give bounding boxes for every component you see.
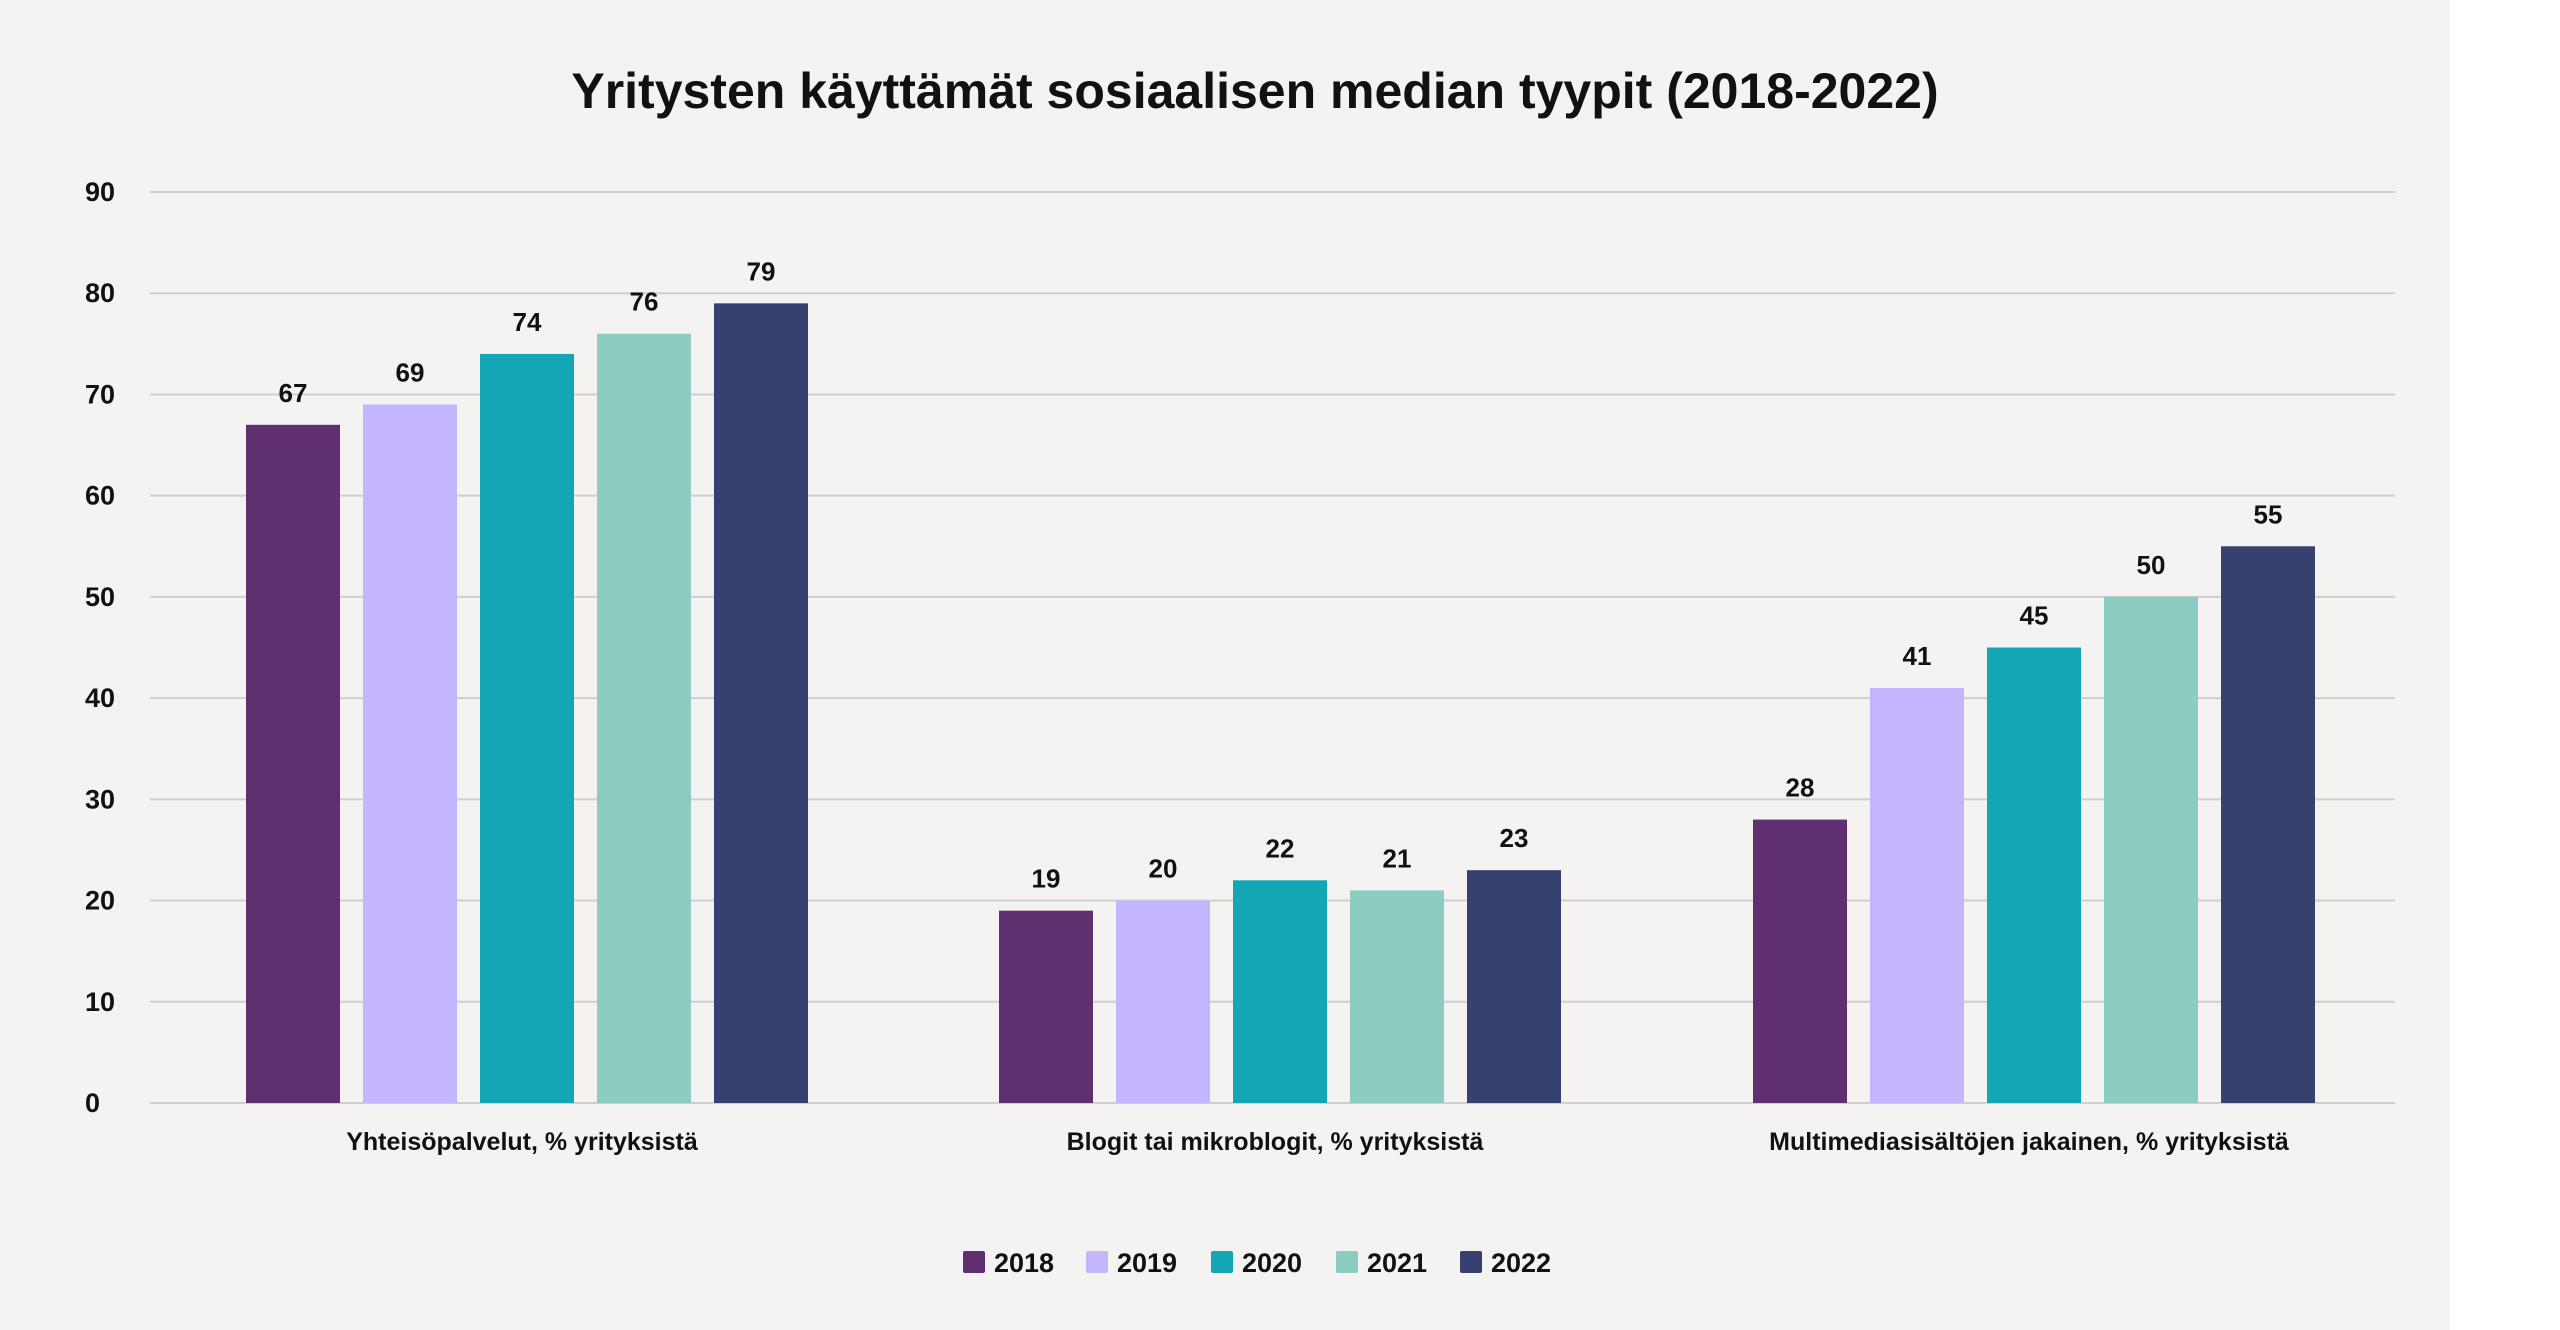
legend-label: 2018 <box>994 1248 1054 1278</box>
bar-2019 <box>363 404 457 1104</box>
chart-title: Yritysten käyttämät sosiaalisen median t… <box>571 63 1938 119</box>
bar-2018 <box>246 424 340 1103</box>
legend-label: 2021 <box>1367 1248 1427 1278</box>
legend-swatch-2019 <box>1086 1251 1108 1273</box>
data-label: 20 <box>1149 854 1178 884</box>
y-tick-label: 70 <box>85 379 115 409</box>
y-tick-label: 50 <box>85 582 115 612</box>
y-tick-label: 30 <box>85 784 115 814</box>
data-label: 69 <box>396 358 425 388</box>
chart-canvas: Yritysten käyttämät sosiaalisen median t… <box>0 0 2450 1330</box>
data-label: 21 <box>1383 843 1412 873</box>
category-labels: Yhteisöpalvelut, % yrityksistä Blogit tai… <box>346 1128 2289 1156</box>
category-label: Yhteisöpalvelut, % yrityksistä <box>346 1128 698 1156</box>
legend-label: 2022 <box>1491 1248 1551 1278</box>
bar-2020 <box>1987 647 2081 1103</box>
data-label: 23 <box>1500 823 1529 853</box>
legend: 2018 2019 2020 2021 2022 <box>963 1248 1551 1278</box>
bar-2021 <box>2104 596 2198 1103</box>
y-tick-label: 40 <box>85 683 115 713</box>
category-label: Blogit tai mikroblogit, % yrityksistä <box>1067 1128 1484 1156</box>
legend-swatch-2018 <box>963 1251 985 1273</box>
data-label: 45 <box>2020 601 2049 631</box>
y-tick-label: 10 <box>85 987 115 1017</box>
category-label: Multimediasisältöjen jakainen, % yrityks… <box>1769 1128 2289 1156</box>
y-tick-label: 20 <box>85 886 115 916</box>
data-label: 76 <box>630 287 659 317</box>
bars <box>246 303 2315 1104</box>
bar-2021 <box>597 333 691 1103</box>
y-axis-ticks: 0 10 20 30 40 50 60 70 80 90 <box>85 177 115 1118</box>
bar-2020 <box>1233 880 1327 1103</box>
y-tick-label: 60 <box>85 481 115 511</box>
data-label: 41 <box>1903 641 1932 671</box>
bar-2019 <box>1116 900 1210 1103</box>
bar-chart: Yritysten käyttämät sosiaalisen median t… <box>85 63 2395 1278</box>
data-label: 50 <box>2137 550 2166 580</box>
data-label: 55 <box>2254 499 2283 529</box>
data-label: 79 <box>747 256 776 286</box>
y-tick-label: 80 <box>85 278 115 308</box>
data-label: 19 <box>1032 864 1061 894</box>
bar-2022 <box>1467 870 1561 1103</box>
bar-2018 <box>1753 819 1847 1103</box>
data-labels: 67 69 74 76 79 19 20 22 21 23 28 41 45 50 55 <box>279 256 2283 893</box>
bar-2022 <box>2221 546 2315 1103</box>
y-tick-label: 0 <box>85 1088 100 1118</box>
data-label: 67 <box>279 378 308 408</box>
bar-2022 <box>714 303 808 1103</box>
legend-swatch-2022 <box>1460 1251 1482 1273</box>
data-label: 22 <box>1266 833 1295 863</box>
legend-swatch-2020 <box>1211 1251 1233 1273</box>
bar-2021 <box>1350 890 1444 1103</box>
bar-2020 <box>480 353 574 1103</box>
legend-swatch-2021 <box>1336 1251 1358 1273</box>
y-tick-label: 90 <box>85 177 115 207</box>
legend-label: 2020 <box>1242 1248 1302 1278</box>
bar-2019 <box>1870 687 1964 1103</box>
legend-label: 2019 <box>1117 1248 1177 1278</box>
bar-2018 <box>999 910 1093 1103</box>
data-label: 74 <box>513 307 542 337</box>
data-label: 28 <box>1786 773 1815 803</box>
